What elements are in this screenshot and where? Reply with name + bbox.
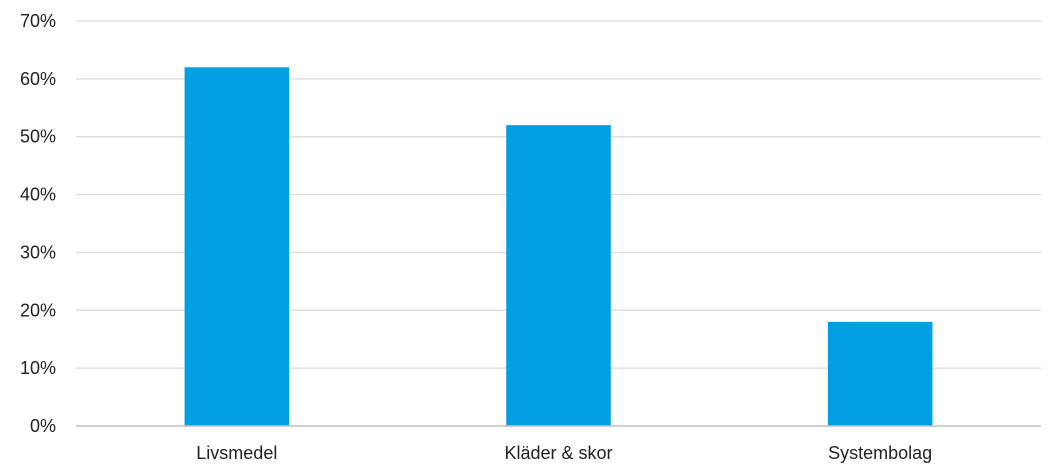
x-tick-label: Livsmedel [196, 443, 277, 463]
y-tick-label: 20% [20, 300, 56, 320]
y-tick-labels: 0% 10% 20% 30% 40% 50% 60% 70% [20, 11, 56, 436]
bar-kl-der-skor [506, 125, 611, 427]
y-tick-label: 10% [20, 358, 56, 378]
y-tick-label: 70% [20, 11, 56, 31]
bars [184, 67, 933, 427]
x-tick-labels: Livsmedel Kläder & skor Systembolag [196, 443, 932, 463]
y-tick-label: 40% [20, 185, 56, 205]
y-tick-label: 60% [20, 69, 56, 89]
y-tick-label: 30% [20, 242, 56, 262]
bar-livsmedel [184, 67, 290, 427]
x-tick-label: Kläder & skor [504, 443, 612, 463]
y-tick-label: 50% [20, 127, 56, 147]
y-tick-label: 0% [30, 416, 56, 436]
bar-systembolag [827, 321, 933, 426]
x-tick-label: Systembolag [828, 443, 932, 463]
